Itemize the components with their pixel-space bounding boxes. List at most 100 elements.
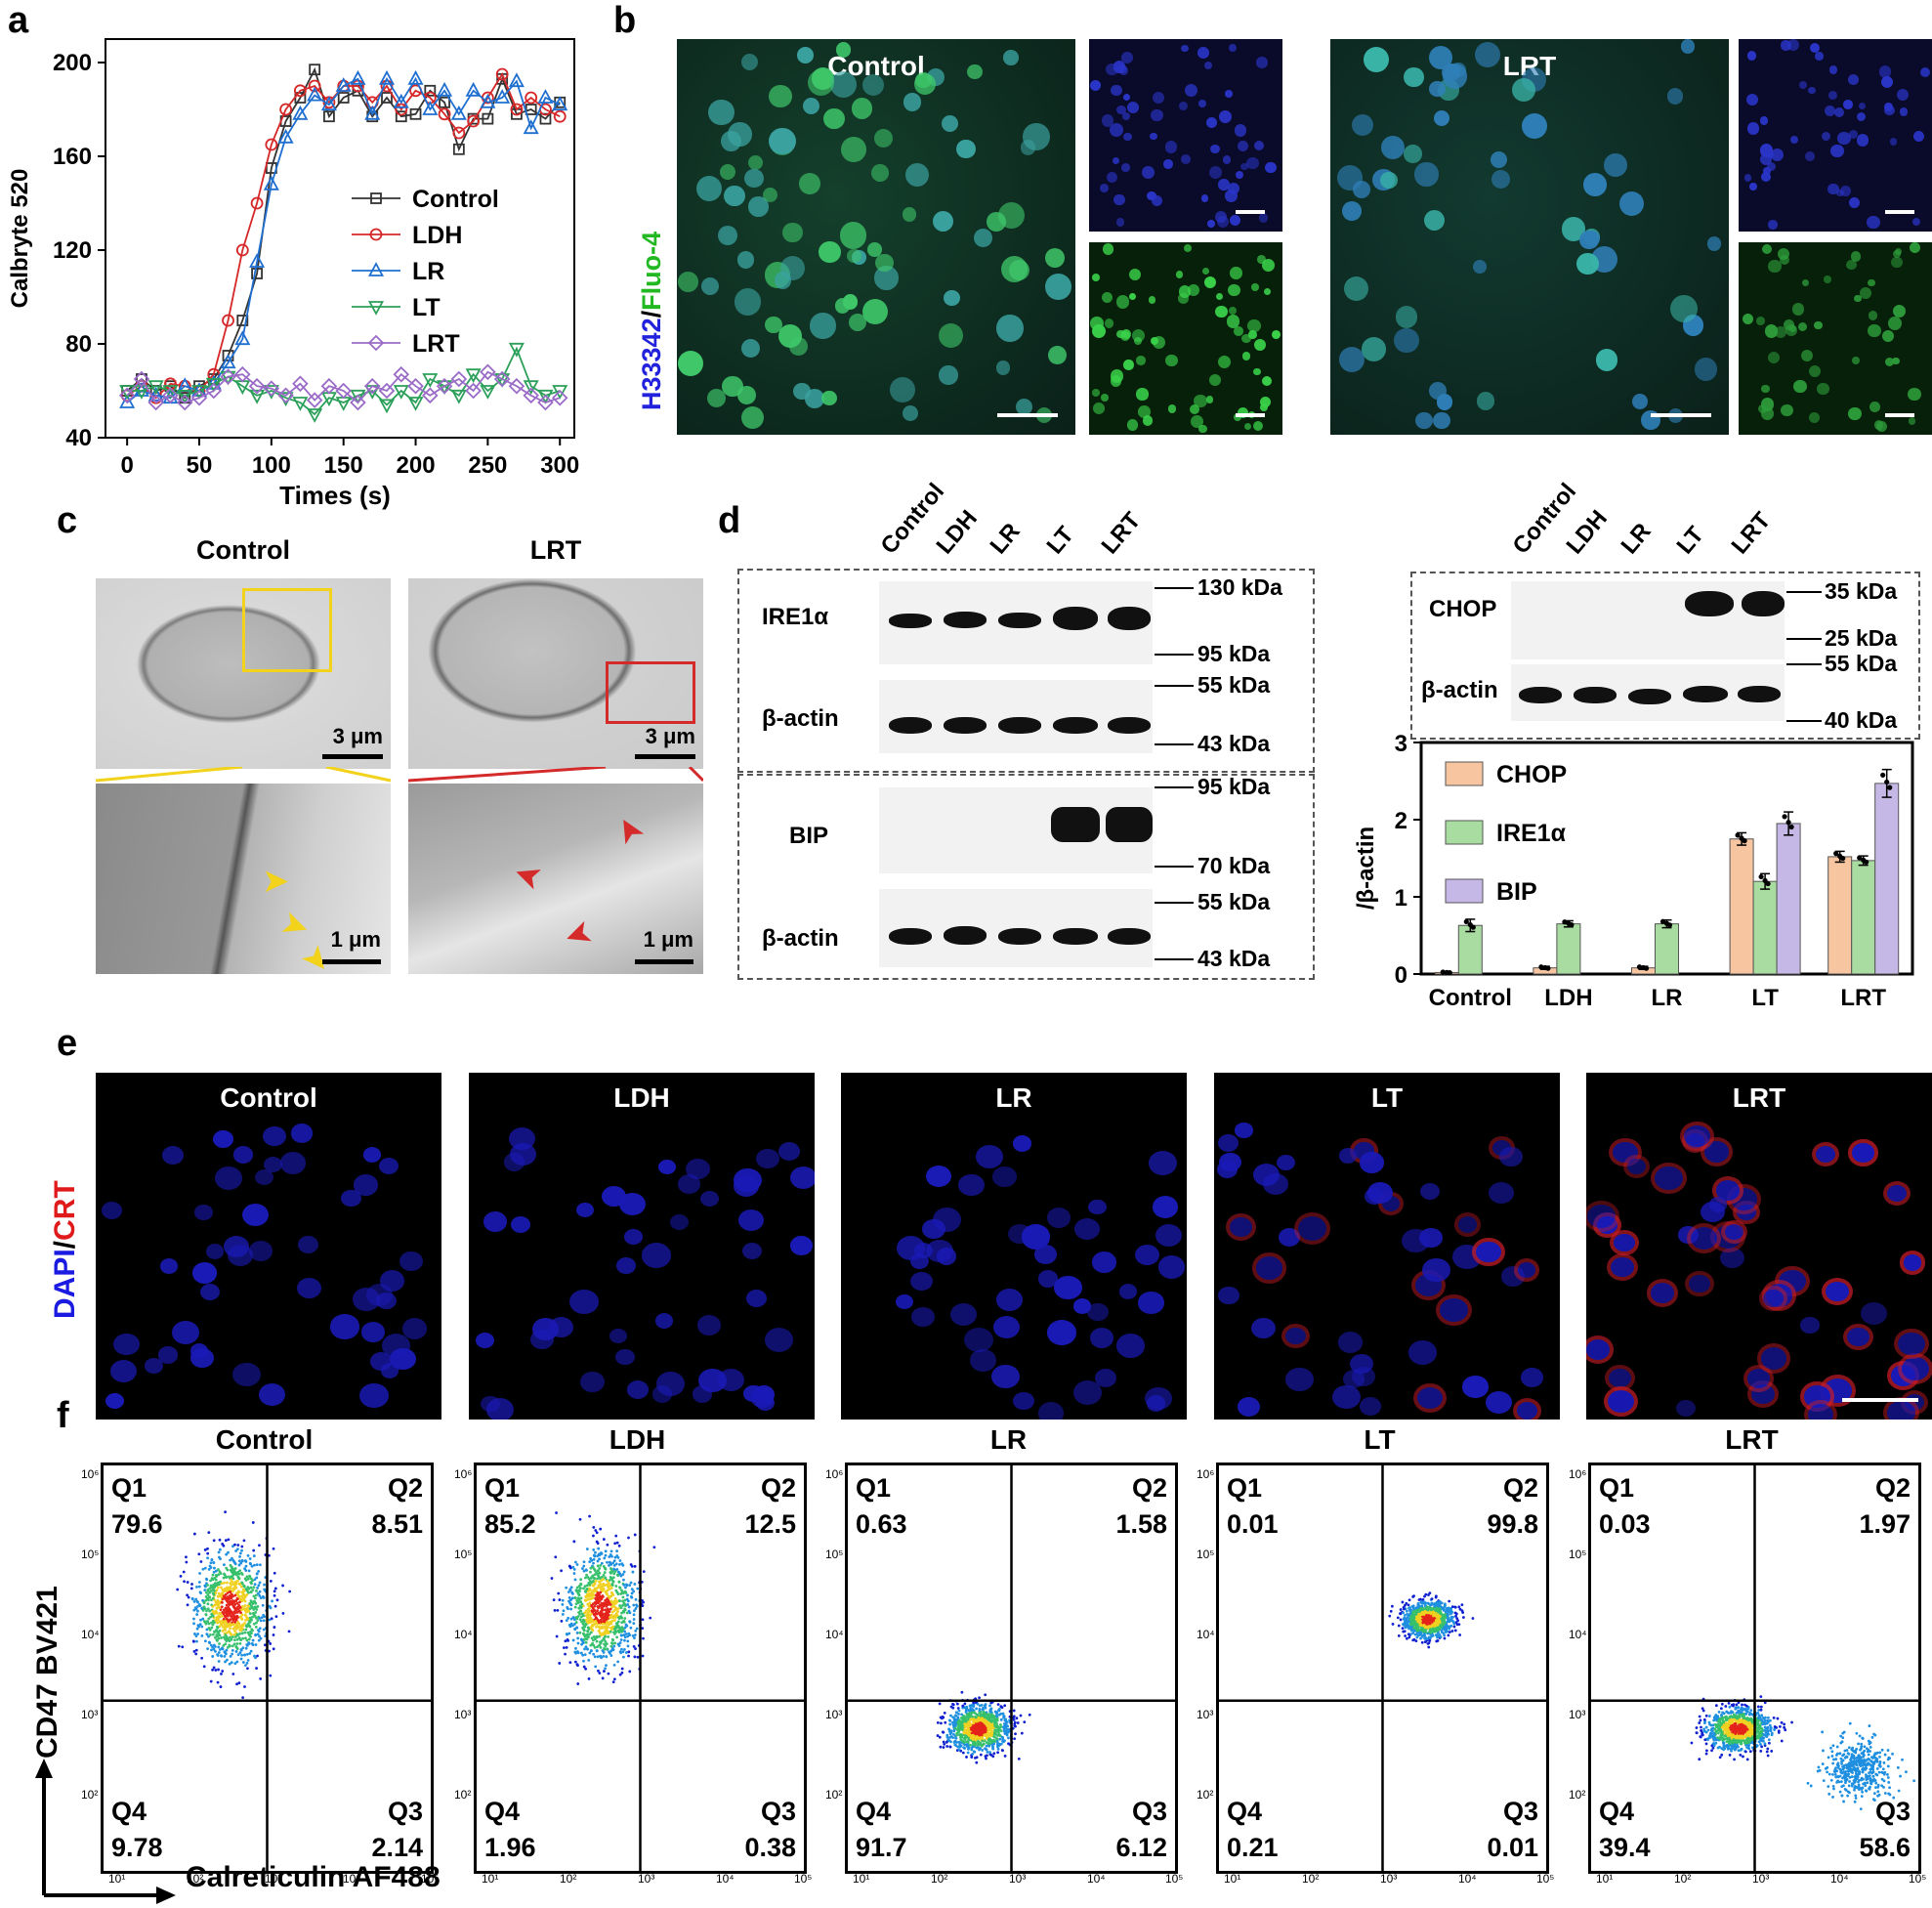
cell xyxy=(808,68,835,97)
event-dot xyxy=(629,1626,633,1630)
cell xyxy=(1805,151,1815,161)
c-control-tem-top: 3 μm xyxy=(96,578,391,769)
event-dot xyxy=(258,1581,262,1585)
event-dot xyxy=(1453,1605,1457,1609)
nucleus xyxy=(1047,1320,1077,1345)
cell xyxy=(1263,287,1271,296)
event-dot xyxy=(1411,1595,1415,1598)
event-dot xyxy=(586,1630,589,1632)
cell xyxy=(1151,195,1162,207)
event-dot xyxy=(199,1560,203,1563)
cell xyxy=(1179,101,1189,110)
event-dot xyxy=(1429,1615,1433,1619)
nucleus xyxy=(1613,1141,1638,1164)
cell xyxy=(1913,131,1925,143)
event-dot xyxy=(958,1733,961,1737)
event-dot xyxy=(206,1647,209,1651)
event-dot xyxy=(1428,1639,1432,1642)
event-dot xyxy=(990,1731,994,1735)
event-dot xyxy=(210,1598,213,1602)
event-dot xyxy=(1420,1613,1423,1617)
nucleus xyxy=(1719,1247,1745,1269)
event-dot xyxy=(606,1629,609,1632)
event-dot xyxy=(231,1627,235,1631)
event-dot xyxy=(229,1582,232,1586)
event-dot xyxy=(235,1682,238,1686)
event-dot xyxy=(619,1638,623,1641)
cell xyxy=(871,164,889,182)
x-tick-label: 10¹ xyxy=(108,1872,126,1886)
nucleus xyxy=(575,1202,595,1218)
cell xyxy=(1781,40,1791,51)
event-dot xyxy=(641,1654,645,1658)
event-dot xyxy=(1436,1634,1440,1638)
event-dot xyxy=(588,1632,591,1636)
event-dot xyxy=(977,1716,981,1719)
event-dot xyxy=(185,1560,189,1564)
nucleus xyxy=(992,1166,1017,1188)
x-tick-label: 10² xyxy=(1302,1872,1320,1886)
event-dot xyxy=(587,1635,590,1639)
event-dot xyxy=(573,1623,576,1626)
event-dot xyxy=(244,1636,247,1640)
event-dot xyxy=(599,1590,603,1594)
nucleus xyxy=(296,1277,322,1299)
data-point xyxy=(409,107,422,120)
event-dot xyxy=(1448,1631,1451,1633)
data-point xyxy=(309,64,321,76)
cell xyxy=(1770,148,1784,162)
event-dot xyxy=(238,1569,242,1573)
event-dot xyxy=(243,1631,247,1634)
cell xyxy=(1858,102,1867,110)
event-dot xyxy=(1406,1609,1408,1613)
event-dot xyxy=(587,1658,591,1662)
event-dot xyxy=(606,1602,609,1606)
cell xyxy=(1490,151,1507,169)
event-dot xyxy=(556,1608,560,1612)
cell xyxy=(1189,403,1200,415)
data-point xyxy=(176,394,193,411)
event-dot xyxy=(612,1631,615,1634)
event-dot xyxy=(571,1616,575,1619)
nucleus xyxy=(975,1145,1003,1169)
nucleus xyxy=(922,1218,946,1239)
event-dot xyxy=(231,1580,234,1584)
event-dot xyxy=(564,1652,567,1656)
event-dot xyxy=(593,1655,597,1659)
cell xyxy=(1414,162,1439,187)
event-dot xyxy=(619,1647,623,1651)
nucleus xyxy=(1750,1383,1775,1405)
nucleus xyxy=(191,1262,218,1285)
x-tick-label: 10³ xyxy=(265,1872,282,1886)
event-dot xyxy=(576,1636,580,1640)
event-dot xyxy=(218,1620,222,1624)
event-dot xyxy=(597,1630,601,1633)
event-dot xyxy=(577,1606,581,1610)
event-dot xyxy=(231,1635,234,1639)
event-dot xyxy=(233,1611,236,1615)
cell xyxy=(1761,384,1770,394)
event-dot xyxy=(1428,1630,1431,1633)
event-dot xyxy=(993,1735,996,1739)
nucleus xyxy=(509,1143,536,1166)
event-dot xyxy=(607,1617,609,1620)
event-dot xyxy=(600,1588,603,1591)
event-dot xyxy=(988,1710,992,1714)
event-dot xyxy=(938,1735,942,1739)
nucleus xyxy=(743,1384,764,1403)
event-dot xyxy=(1735,1703,1739,1707)
event-dot xyxy=(281,1584,284,1588)
event-dot xyxy=(1439,1635,1443,1639)
event-dot xyxy=(218,1629,222,1632)
nucleus xyxy=(789,1236,813,1255)
event-dot xyxy=(207,1622,211,1626)
event-dot xyxy=(591,1565,595,1569)
nucleus xyxy=(1804,1385,1830,1408)
event-dot xyxy=(1399,1618,1403,1622)
event-dot xyxy=(981,1708,985,1712)
event-dot xyxy=(601,1676,605,1680)
event-dot xyxy=(621,1604,624,1607)
cell xyxy=(1202,268,1210,276)
cell xyxy=(1148,295,1156,304)
event-dot xyxy=(585,1633,589,1636)
